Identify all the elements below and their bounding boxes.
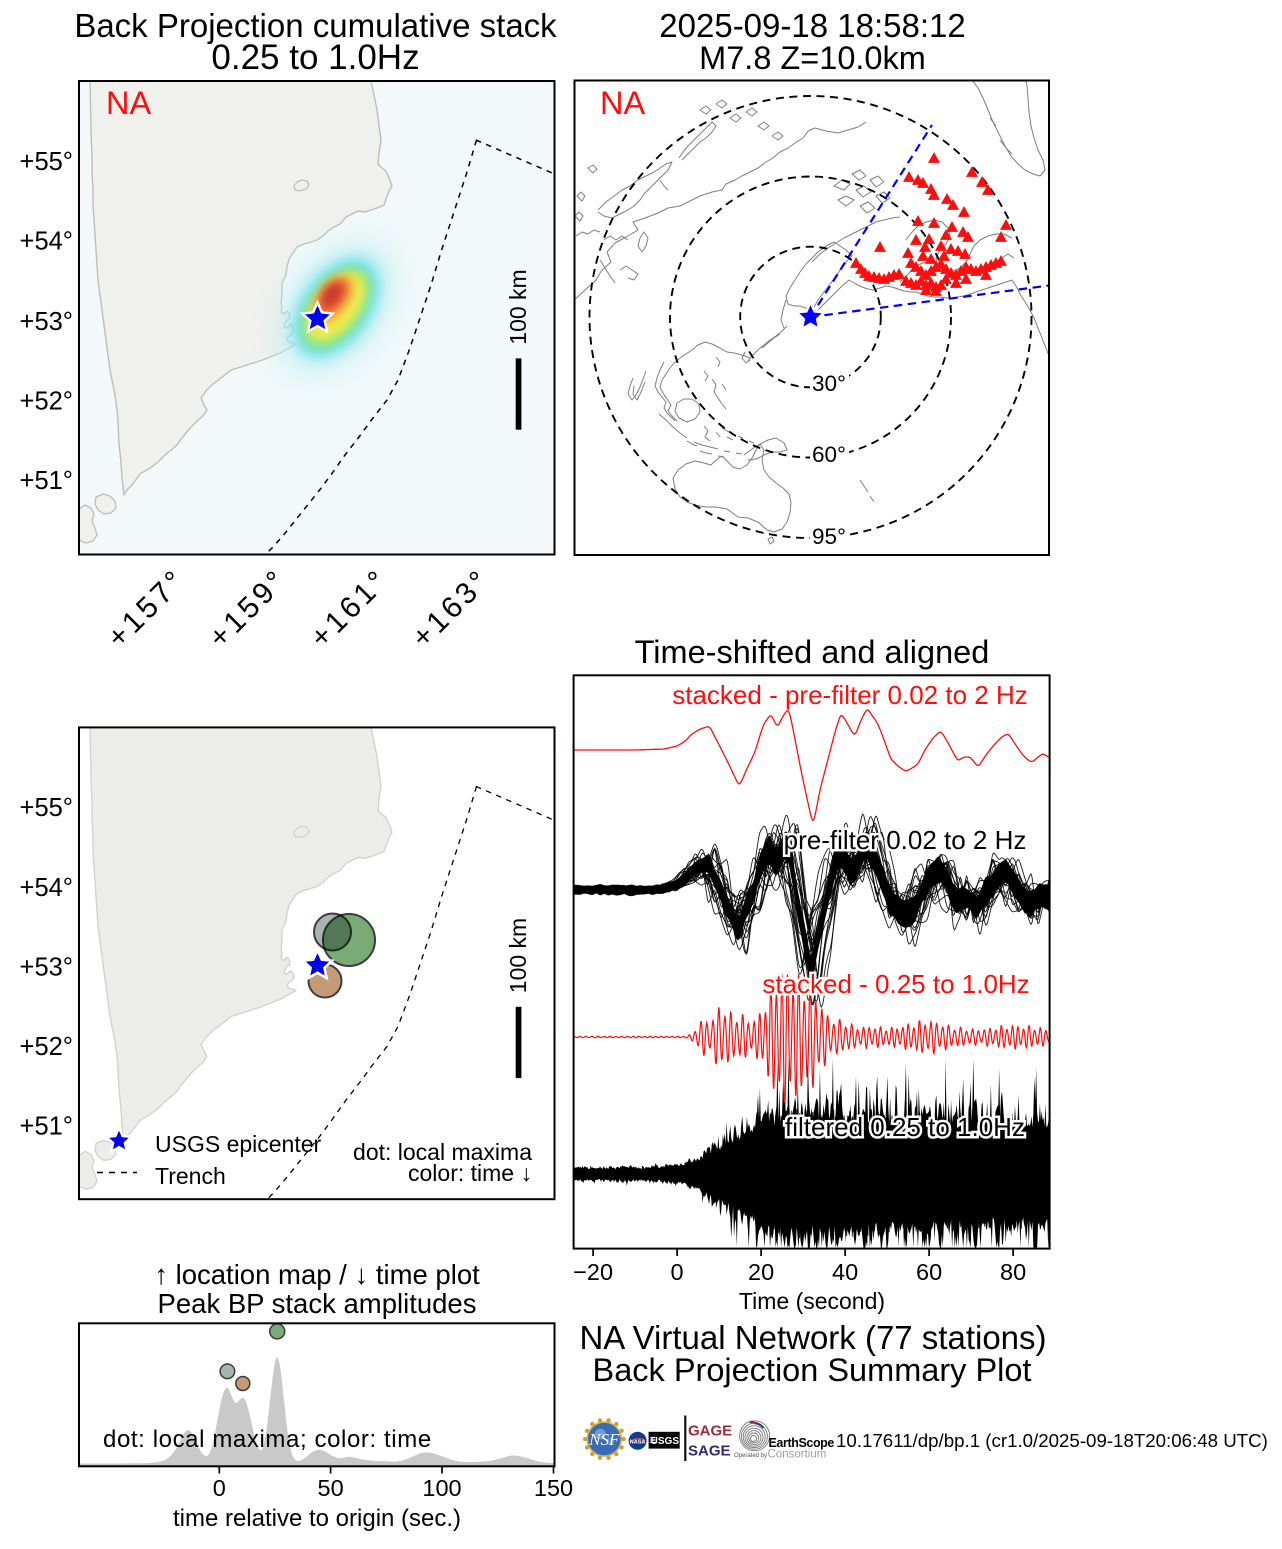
svg-text:NASA: NASA	[630, 1440, 646, 1446]
svg-text:10.17611/dp/bp.1 (cr1.0/2025-0: 10.17611/dp/bp.1 (cr1.0/2025-09-18T20:06…	[836, 1430, 1268, 1451]
svg-text:0: 0	[213, 1475, 226, 1501]
svg-text:2025-09-18 18:58:12: 2025-09-18 18:58:12	[659, 7, 965, 44]
svg-text:50: 50	[318, 1475, 344, 1501]
svg-text:EarthScope: EarthScope	[769, 1436, 835, 1450]
svg-text:stacked - pre-filter 0.02 to 2: stacked - pre-filter 0.02 to 2 Hz	[672, 680, 1027, 710]
svg-text:+54°: +54°	[20, 874, 73, 902]
svg-text:time relative to origin (sec.): time relative to origin (sec.)	[173, 1505, 461, 1532]
svg-text:60: 60	[916, 1259, 942, 1285]
svg-text:Back Projection Summary Plot: Back Projection Summary Plot	[593, 1352, 1032, 1388]
svg-text:Operated by: Operated by	[734, 1453, 767, 1459]
svg-text:100 km: 100 km	[505, 269, 531, 344]
svg-text:−20: −20	[573, 1259, 613, 1285]
svg-text:pre-filter 0.02 to 2 Hz: pre-filter 0.02 to 2 Hz	[784, 825, 1027, 855]
svg-text:NA: NA	[106, 85, 151, 121]
svg-text:+51°: +51°	[20, 1113, 73, 1141]
svg-text:Back Projection cumulative sta: Back Projection cumulative stack	[74, 7, 557, 44]
svg-text:40: 40	[832, 1259, 858, 1285]
svg-text:0: 0	[671, 1259, 684, 1285]
svg-text:+54°: +54°	[20, 228, 73, 256]
svg-text:60°: 60°	[812, 442, 846, 467]
svg-text:↑ location map / ↓ time plot: ↑ location map / ↓ time plot	[154, 1259, 480, 1290]
svg-text:+53°: +53°	[20, 308, 73, 336]
svg-text:Consortium: Consortium	[768, 1449, 827, 1461]
svg-text:M7.8 Z=10.0km: M7.8 Z=10.0km	[699, 40, 926, 76]
svg-text:+52°: +52°	[20, 1033, 73, 1061]
svg-text:Time-shifted and aligned: Time-shifted and aligned	[635, 634, 990, 670]
svg-text:150: 150	[534, 1475, 573, 1501]
svg-text:+53°: +53°	[20, 954, 73, 982]
svg-text:NA: NA	[600, 85, 645, 121]
svg-text:SAGE: SAGE	[688, 1443, 731, 1460]
svg-text:filtered 0.25 to 1.0Hz: filtered 0.25 to 1.0Hz	[785, 1112, 1025, 1142]
svg-text:NA Virtual Network (77 station: NA Virtual Network (77 stations)	[579, 1319, 1046, 1356]
svg-text:Time (second): Time (second)	[739, 1288, 885, 1314]
svg-text:100 km: 100 km	[505, 918, 531, 993]
svg-text:GAGE: GAGE	[688, 1423, 732, 1440]
svg-text:+52°: +52°	[20, 388, 73, 416]
svg-text:Peak BP stack amplitudes: Peak BP stack amplitudes	[158, 1288, 477, 1319]
svg-text:80: 80	[1000, 1259, 1026, 1285]
svg-text:0.25 to 1.0Hz: 0.25 to 1.0Hz	[211, 38, 419, 77]
svg-text:USGS: USGS	[651, 1436, 680, 1447]
svg-text:95°: 95°	[812, 524, 846, 549]
svg-text:+55°: +55°	[20, 148, 73, 176]
svg-text:+55°: +55°	[20, 794, 73, 822]
svg-text:NSF: NSF	[588, 1430, 620, 1449]
svg-text:20: 20	[748, 1259, 774, 1285]
svg-text:30°: 30°	[812, 371, 846, 396]
svg-text:+51°: +51°	[20, 467, 73, 495]
svg-text:dot: local maxima: dot: local maxima	[353, 1139, 532, 1165]
svg-text:Trench: Trench	[155, 1163, 226, 1189]
svg-text:USGS epicenter: USGS epicenter	[155, 1131, 322, 1157]
svg-text:100: 100	[422, 1475, 461, 1501]
svg-text:dot: local maxima; color: time: dot: local maxima; color: time	[103, 1426, 432, 1453]
svg-text:color: time ↓: color: time ↓	[408, 1160, 532, 1186]
svg-text:stacked - 0.25 to 1.0Hz: stacked - 0.25 to 1.0Hz	[762, 969, 1029, 999]
